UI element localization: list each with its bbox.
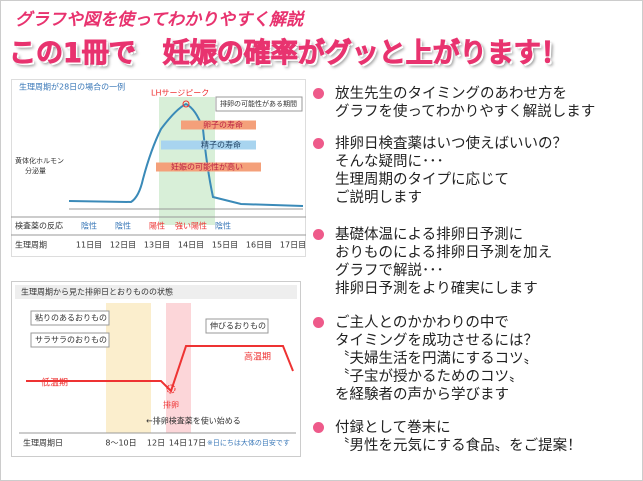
- bullet-line: 〝男性を元気にする食品〟をご提案！: [335, 438, 582, 454]
- day: 11日目: [76, 241, 102, 250]
- bullet-line: 付録として巻末に: [335, 420, 451, 436]
- bullet-line: ご主人とのかかわりの中で: [335, 315, 509, 331]
- ovulation-point: [166, 384, 176, 394]
- bullet-dot: [313, 138, 324, 149]
- peak: [182, 100, 190, 108]
- bullet: 排卵日検査薬はいつ使えばいいの？ そんな疑問に･･･ 生理周期のタイプに応じて ご説明…: [313, 135, 567, 207]
- bullet-line: 基礎体温による排卵日予測に: [335, 227, 524, 243]
- bullet-dot: [313, 229, 324, 240]
- day: 12日目: [110, 241, 136, 250]
- fig-title: 生理周期から見た排卵日とおりものの状態: [21, 287, 173, 297]
- start-note: ←排卵検査薬を使い始める: [146, 416, 241, 426]
- test-result: 陽性: [149, 221, 165, 231]
- bullet-line: 排卵日予測をより確実にします: [335, 281, 538, 297]
- row-label: 検査薬の反応: [15, 221, 63, 231]
- bullet-dot: [313, 317, 324, 328]
- bullet: 放生先生のタイミングのあわせ方をグラフを使ってわかりやすく解説します: [313, 85, 595, 121]
- frame: [11, 281, 301, 457]
- subtitle: グラフや図を使ってわかりやすく解説: [15, 10, 304, 30]
- temperature-line: [26, 345, 294, 393]
- title-bar: [15, 285, 297, 299]
- bullet-line: 生理周期のタイプに応じて: [335, 172, 509, 188]
- bullet-line: ご説明します: [335, 190, 422, 206]
- bullet-line: タイミングを成功させるには？: [335, 333, 538, 349]
- test-result: 陰性: [215, 221, 231, 231]
- smooth: サラサラのおりもの: [35, 336, 107, 345]
- figure-discharge: 生理周期から見た排卵日とおりものの状態 粘りのあるおりもの サラサラのおりもの …: [11, 281, 301, 457]
- day: 17日: [188, 439, 206, 448]
- day: 14日: [169, 439, 187, 448]
- row-label: 生理周期: [15, 240, 47, 250]
- high: 高温期: [244, 351, 271, 363]
- box: [30, 310, 110, 326]
- box: [215, 96, 303, 112]
- bullet-line: 放生先生のタイミングのあわせ方を: [335, 86, 567, 102]
- bullet: 基礎体温による排卵日予測におりものによる排卵日予測を加え グラフで解説･･･ 排卵日…: [313, 226, 552, 298]
- period-label: 排卵の可能性がある期間: [220, 99, 297, 108]
- sticky: 粘りのあるおりもの: [35, 313, 107, 323]
- day: 14日目: [178, 241, 204, 250]
- band: [106, 303, 151, 433]
- ovulation: 排卵: [163, 400, 179, 410]
- bullet: 付録として巻末に〝男性を元気にする食品〟をご提案！: [313, 419, 582, 455]
- day: 15日目: [212, 241, 238, 250]
- test-result: 陰性: [115, 221, 131, 231]
- sperm-label: 精子の寿命: [201, 140, 241, 150]
- bullet-line: そんな疑問に･･･: [335, 154, 444, 170]
- day: 17日目: [280, 241, 306, 250]
- bullet-line: 排卵日検査薬はいつ使えばいいの？: [335, 136, 567, 152]
- day: 13日目: [144, 241, 170, 250]
- bullet: ご主人とのかかわりの中でタイミングを成功させるには？ 〝夫婦生活を円満にするコツ〟…: [313, 314, 538, 404]
- day: 12日: [147, 439, 165, 448]
- test-result: 強い陽性: [175, 221, 207, 231]
- bullet-dot: [313, 422, 324, 433]
- stretchy: 伸びるおりもの: [210, 321, 266, 331]
- bullet-line: グラフで解説･･･: [335, 263, 444, 279]
- row-label: 生理周期日: [23, 438, 63, 448]
- bullet-line: を経験者の声から学びます: [335, 387, 509, 403]
- box: [30, 332, 110, 348]
- title: この1冊で 妊娠の確率がグッと上がります！: [9, 38, 569, 70]
- egg-label: 卵子の寿命: [203, 120, 243, 130]
- bullet-dot: [313, 88, 324, 99]
- box: [205, 318, 269, 334]
- figure-ovulation: 生理周期が28日の場合の一例 LHサージピーク 排卵の可能性がある期間 卵子の寿…: [11, 79, 306, 257]
- y-label: 分泌量: [25, 166, 46, 175]
- day: 8～10日: [105, 439, 136, 448]
- peak-label: LHサージピーク: [151, 89, 209, 98]
- caption: 生理周期が28日の場合の一例: [19, 82, 125, 92]
- note: ※日にちは大体の目安です: [207, 438, 290, 447]
- bullet-line: おりものによる排卵日予測を加え: [335, 245, 553, 261]
- y-label: 黄体化ホルモン: [15, 156, 64, 165]
- low: 低温期: [41, 377, 68, 389]
- test-result: 陰性: [81, 221, 97, 231]
- bullet-line: 〝夫婦生活を円満にするコツ〟: [335, 351, 539, 367]
- bullet-line: 〝子宝が授かるためのコツ〟: [335, 369, 524, 385]
- curve: [68, 102, 304, 207]
- chance-label: 妊娠の可能性が高い: [171, 162, 243, 172]
- day: 16日目: [246, 241, 272, 250]
- bullet-line: グラフを使ってわかりやすく解説します: [335, 104, 596, 120]
